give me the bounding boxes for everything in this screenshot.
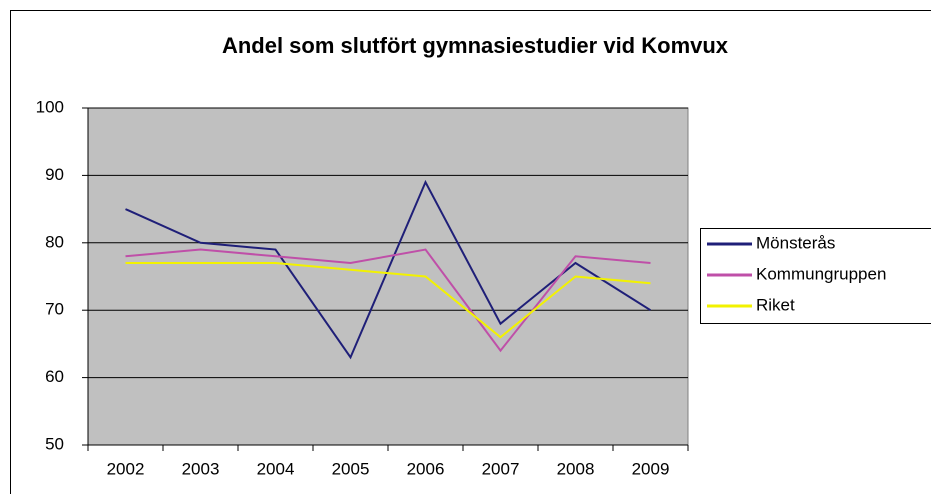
x-tick-label: 2007	[482, 459, 520, 478]
x-tick-label: 2002	[107, 459, 145, 478]
chart-title: Andel som slutfört gymnasiestudier vid K…	[222, 33, 729, 58]
y-tick-label: 100	[36, 97, 64, 116]
x-tick-label: 2009	[632, 459, 670, 478]
y-tick-label: 60	[45, 367, 64, 386]
series-line	[125, 262, 651, 339]
y-tick-label: 90	[45, 165, 64, 184]
legend-label: Mönsterås	[756, 233, 835, 252]
y-tick-label: 50	[45, 434, 64, 453]
x-tick-label: 2004	[257, 459, 295, 478]
x-tick-label: 2008	[557, 459, 595, 478]
y-tick-label: 80	[45, 232, 64, 251]
plot-area	[87, 107, 689, 446]
x-tick-label: 2006	[407, 459, 445, 478]
legend-label: Kommungruppen	[756, 264, 886, 283]
series-line	[125, 248, 651, 353]
legend-label: Riket	[756, 295, 795, 314]
x-tick-label: 2005	[332, 459, 370, 478]
x-tick-label: 2003	[182, 459, 220, 478]
y-tick-label: 70	[45, 300, 64, 319]
